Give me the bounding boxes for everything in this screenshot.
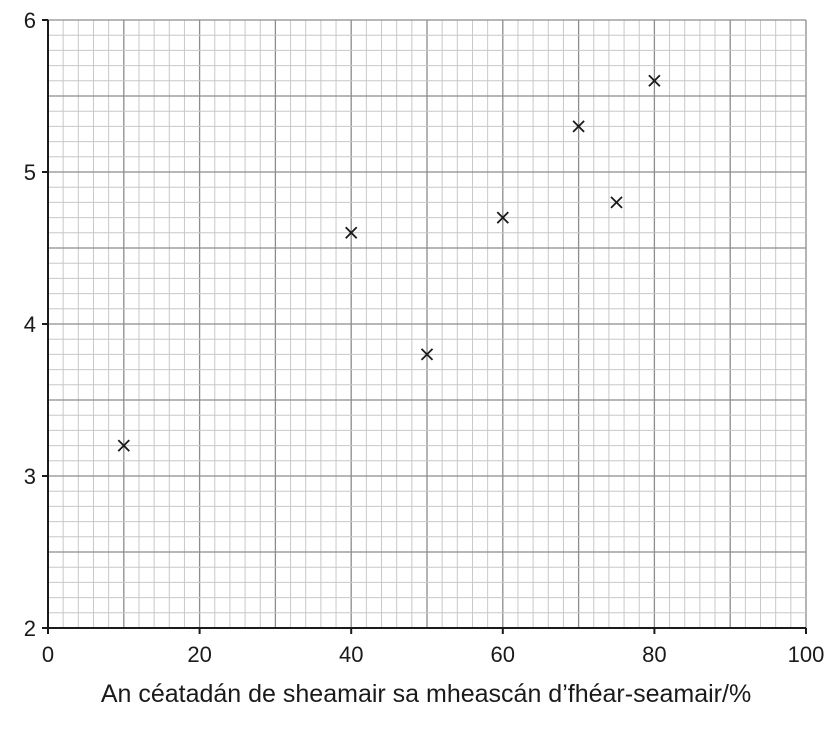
- x-tick-label: 20: [187, 642, 211, 667]
- x-tick-label: 60: [491, 642, 515, 667]
- marker-stroke: [117, 439, 130, 452]
- marker-stroke: [610, 196, 623, 209]
- marker-stroke: [572, 120, 585, 133]
- y-tick-label: 6: [24, 8, 36, 33]
- tick-labels: 0 20 40 60 80 100 2 3 4 5 6: [24, 8, 825, 667]
- x-tick-label: 100: [788, 642, 825, 667]
- y-tick-label: 2: [24, 616, 36, 641]
- marker-stroke: [420, 348, 434, 361]
- marker-stroke: [496, 211, 509, 224]
- data-point-marker: [572, 120, 585, 133]
- y-tick-label: 4: [24, 312, 36, 337]
- y-tick-label: 5: [24, 160, 36, 185]
- grid: [47, 19, 807, 629]
- marker-stroke: [648, 74, 661, 87]
- x-axis-title: An céatadán de sheamair sa mheascán d’fh…: [101, 680, 751, 708]
- x-tick-label: 40: [339, 642, 363, 667]
- data-point-marker: [610, 196, 623, 209]
- y-tick-label: 3: [24, 464, 36, 489]
- data-point-marker: [345, 226, 358, 239]
- x-tick-label: 80: [642, 642, 666, 667]
- data-point-marker: [496, 211, 509, 224]
- data-point-marker: [420, 348, 434, 361]
- data-point-marker: [648, 74, 661, 87]
- marker-stroke: [345, 226, 358, 239]
- data-points: [117, 74, 661, 452]
- data-point-marker: [117, 439, 130, 452]
- x-tick-label: 0: [42, 642, 54, 667]
- axes: [42, 19, 807, 634]
